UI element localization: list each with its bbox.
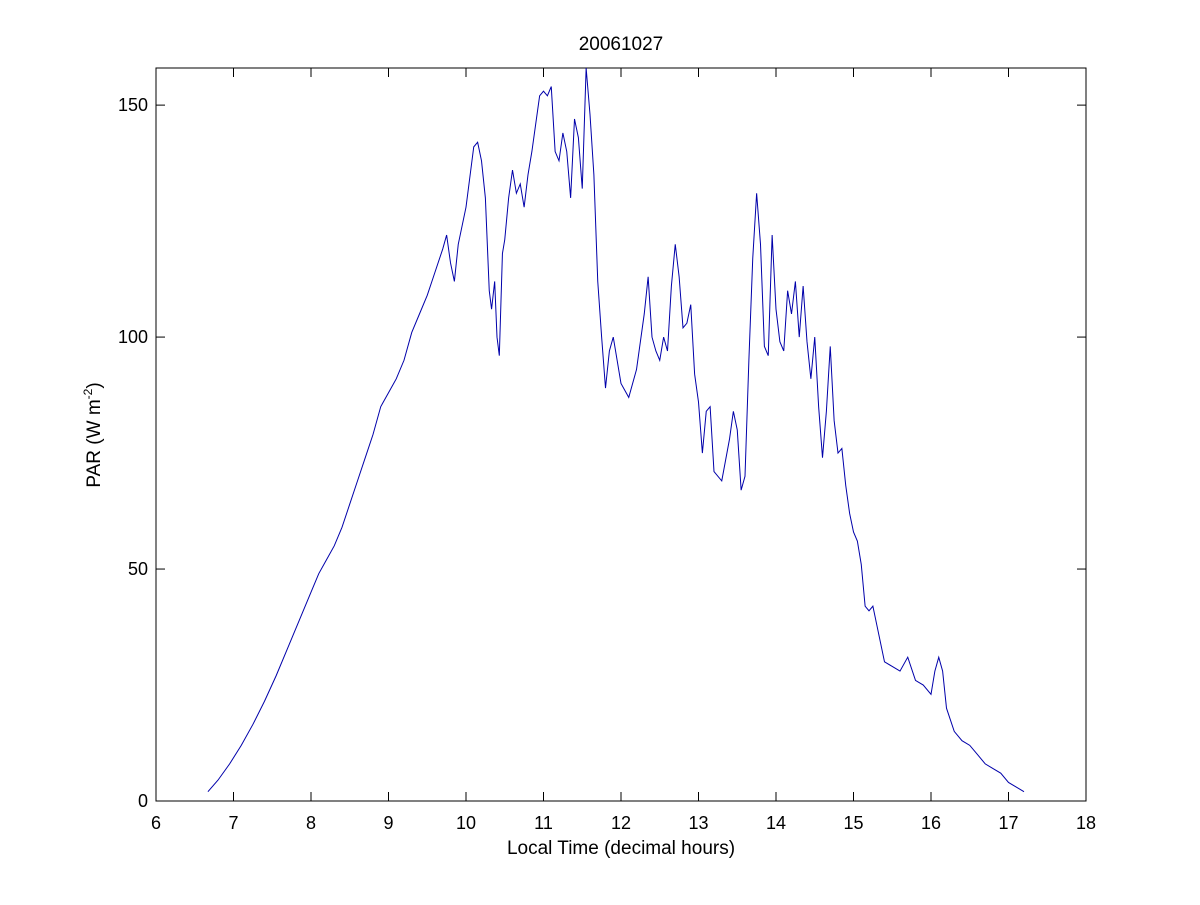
x-tick-label: 9 [383,813,393,833]
y-tick-label: 50 [128,559,148,579]
x-tick-label: 15 [843,813,863,833]
x-tick-label: 8 [306,813,316,833]
y-axis-label: PAR (W m-2) [81,382,105,487]
x-tick-label: 7 [228,813,238,833]
x-tick-label: 16 [921,813,941,833]
y-tick-label: 0 [138,791,148,811]
x-axis-label: Local Time (decimal hours) [507,838,735,859]
x-tick-label: 10 [456,813,476,833]
y-axis-label-main: PAR (W m [84,399,105,487]
y-tick-label: 100 [118,327,148,347]
x-tick-label: 11 [534,813,553,833]
x-tick-label: 12 [611,813,631,833]
x-tick-label: 17 [998,813,1018,833]
x-tick-label: 13 [688,813,708,833]
plot-area [155,67,1087,802]
x-tick-label: 14 [766,813,786,833]
x-tick-label: 18 [1076,813,1096,833]
y-axis-label-close: ) [84,382,105,388]
y-axis-label-superscript: -2 [81,388,95,399]
series-line [207,67,1025,793]
x-tick-label: 6 [151,813,161,833]
chart-title: 20061027 [579,34,664,55]
y-axis-ticks: 0 50 100 150 [118,95,1086,811]
y-tick-label: 150 [118,95,148,115]
x-axis-ticks: 6 7 8 9 10 11 12 13 14 15 16 17 18 [151,68,1096,833]
